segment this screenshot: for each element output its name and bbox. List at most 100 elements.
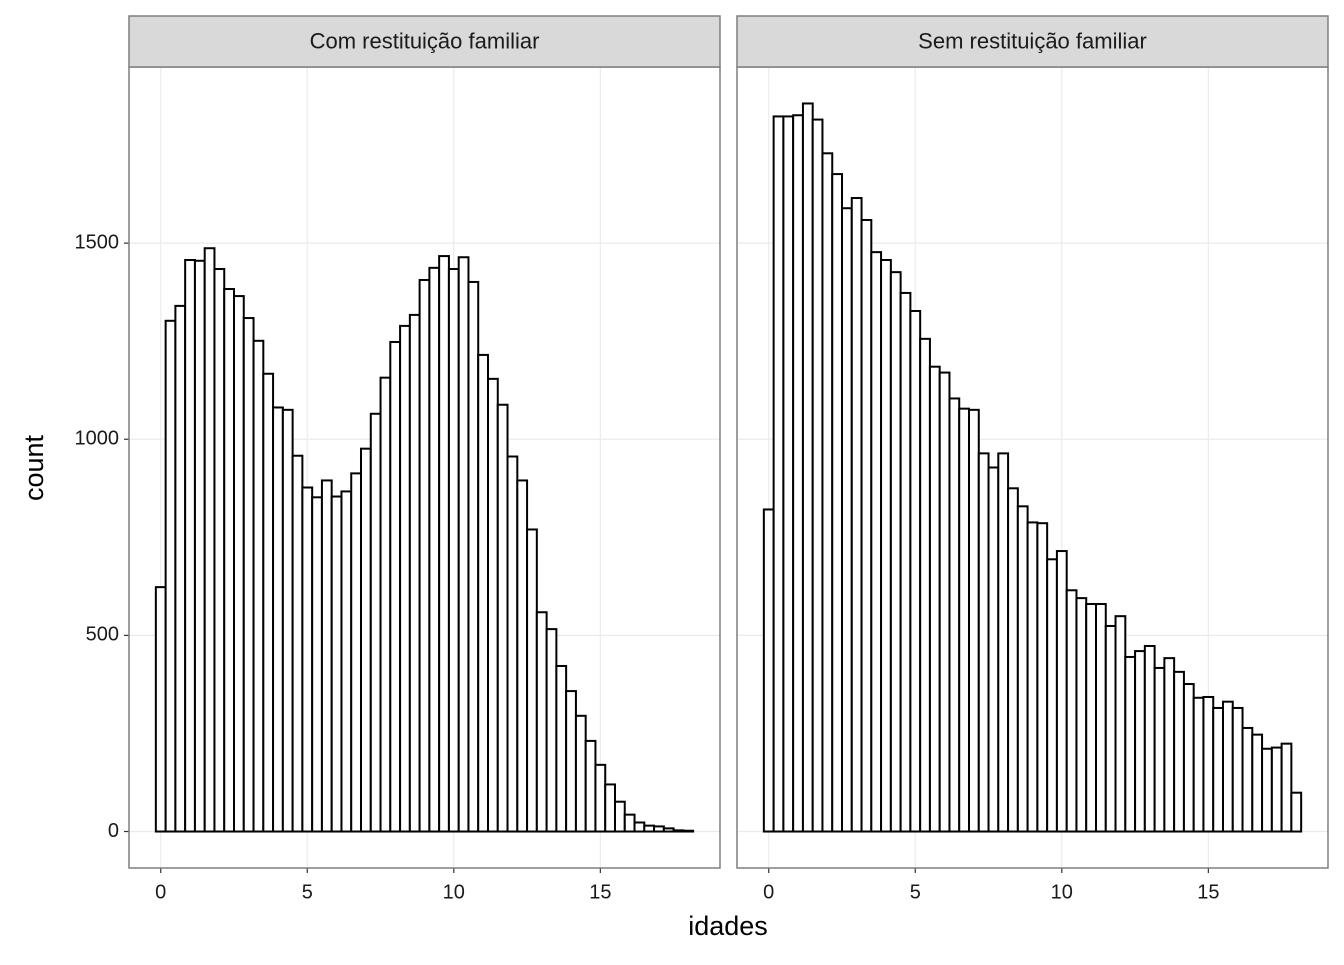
histogram-bar xyxy=(565,690,577,833)
histogram-bar xyxy=(496,403,509,833)
histogram-bar xyxy=(1202,695,1215,833)
histogram-bar xyxy=(369,412,382,833)
histogram-bar xyxy=(330,495,343,833)
histogram-bar xyxy=(594,763,607,833)
histogram-bar xyxy=(762,508,775,833)
histogram-bar xyxy=(174,304,187,833)
histogram-bar xyxy=(1026,521,1039,833)
x-tick-label: 10 xyxy=(443,881,465,903)
histogram-bar xyxy=(320,479,333,833)
histogram-bar xyxy=(1153,666,1166,833)
histogram-bar xyxy=(1280,742,1293,833)
strip-label: Sem restituição familiar xyxy=(918,28,1147,53)
histogram-bar xyxy=(997,452,1010,833)
histogram-bar xyxy=(860,218,873,833)
x-tick-label: 15 xyxy=(589,881,611,903)
histogram-bar xyxy=(359,447,372,833)
histogram-bar xyxy=(1046,558,1058,833)
y-tick-label: 0 xyxy=(108,820,119,842)
histogram-bar xyxy=(574,714,587,833)
histogram-bar xyxy=(447,268,460,833)
histogram-bar xyxy=(1095,603,1107,833)
histogram-bar xyxy=(516,479,529,833)
histogram-bar xyxy=(1134,650,1146,833)
histogram-bar xyxy=(262,372,275,833)
histogram-bar xyxy=(1016,505,1029,833)
histogram-bar xyxy=(841,207,853,833)
histogram-bar xyxy=(1251,733,1264,833)
histogram-bar xyxy=(977,452,990,833)
histogram-bar xyxy=(340,490,353,833)
histogram-bar xyxy=(154,586,167,833)
x-tick-label: 5 xyxy=(302,881,313,903)
histogram-bar xyxy=(662,827,675,833)
x-axis-title: idades xyxy=(688,911,768,941)
x-tick-label: 0 xyxy=(155,881,166,903)
histogram-bar xyxy=(281,408,294,833)
histogram-bar xyxy=(938,371,951,833)
histogram-bar xyxy=(1065,589,1078,833)
histogram-bar xyxy=(1212,706,1224,833)
histogram-bar xyxy=(1085,603,1098,833)
histogram-bar xyxy=(506,455,519,833)
histogram-bar xyxy=(672,829,685,833)
histogram-bar xyxy=(428,266,441,833)
histogram-bar xyxy=(604,783,616,833)
histogram-bar xyxy=(821,152,834,833)
histogram-bar xyxy=(801,102,814,833)
histogram-bar xyxy=(301,486,314,833)
histogram-bar xyxy=(164,319,177,833)
histogram-bar xyxy=(1221,700,1234,833)
histogram-bar xyxy=(643,824,656,833)
histogram-bar xyxy=(233,295,245,833)
histogram-bar xyxy=(1173,670,1185,833)
histogram-bar xyxy=(831,173,844,833)
histogram-bar xyxy=(782,115,795,833)
histogram-bar xyxy=(682,829,695,833)
histogram-bar xyxy=(1114,615,1127,833)
histogram-bar xyxy=(555,664,568,833)
histogram-bar xyxy=(948,397,961,833)
x-tick-label: 10 xyxy=(1051,881,1073,903)
histogram-bar xyxy=(203,247,216,833)
histogram-bar xyxy=(633,821,646,833)
histogram-bar xyxy=(584,739,597,833)
x-tick-label: 5 xyxy=(910,881,921,903)
histogram-bar xyxy=(1036,522,1049,833)
histogram-bar xyxy=(613,800,626,833)
histogram-bar xyxy=(379,376,392,833)
histogram-bar xyxy=(792,114,804,833)
histogram-bar xyxy=(967,408,980,833)
histogram-bar xyxy=(1270,746,1283,833)
histogram-bar xyxy=(477,353,490,833)
histogram-bar xyxy=(919,337,931,833)
y-tick-label: 1500 xyxy=(75,231,120,253)
histogram-bar xyxy=(811,118,824,833)
histogram-bar xyxy=(623,813,636,833)
histogram-bar xyxy=(535,611,548,833)
x-tick-label: 0 xyxy=(763,881,774,903)
strip xyxy=(128,15,721,68)
histogram-bar xyxy=(870,251,883,833)
histogram-bar xyxy=(1241,726,1254,833)
histogram-bar xyxy=(291,454,304,833)
histogram-bar xyxy=(213,268,226,833)
histogram-bar xyxy=(1231,706,1244,833)
histogram-bar xyxy=(350,472,362,833)
histogram-bar xyxy=(545,628,558,833)
histogram-bar xyxy=(899,291,912,833)
histogram-bar xyxy=(880,258,892,833)
histogram-bar xyxy=(526,528,538,833)
histogram-bar xyxy=(223,288,236,833)
histogram-bar xyxy=(399,324,411,833)
histogram-bar xyxy=(311,496,323,833)
histogram-bar xyxy=(1163,657,1176,833)
histogram-bar xyxy=(928,365,941,833)
histogram-bar xyxy=(958,407,970,833)
histogram-bar xyxy=(1182,683,1195,833)
histogram-bar xyxy=(467,280,480,833)
histogram-bar xyxy=(909,309,922,833)
histogram-bar xyxy=(889,271,902,833)
histogram-bar xyxy=(408,313,421,833)
